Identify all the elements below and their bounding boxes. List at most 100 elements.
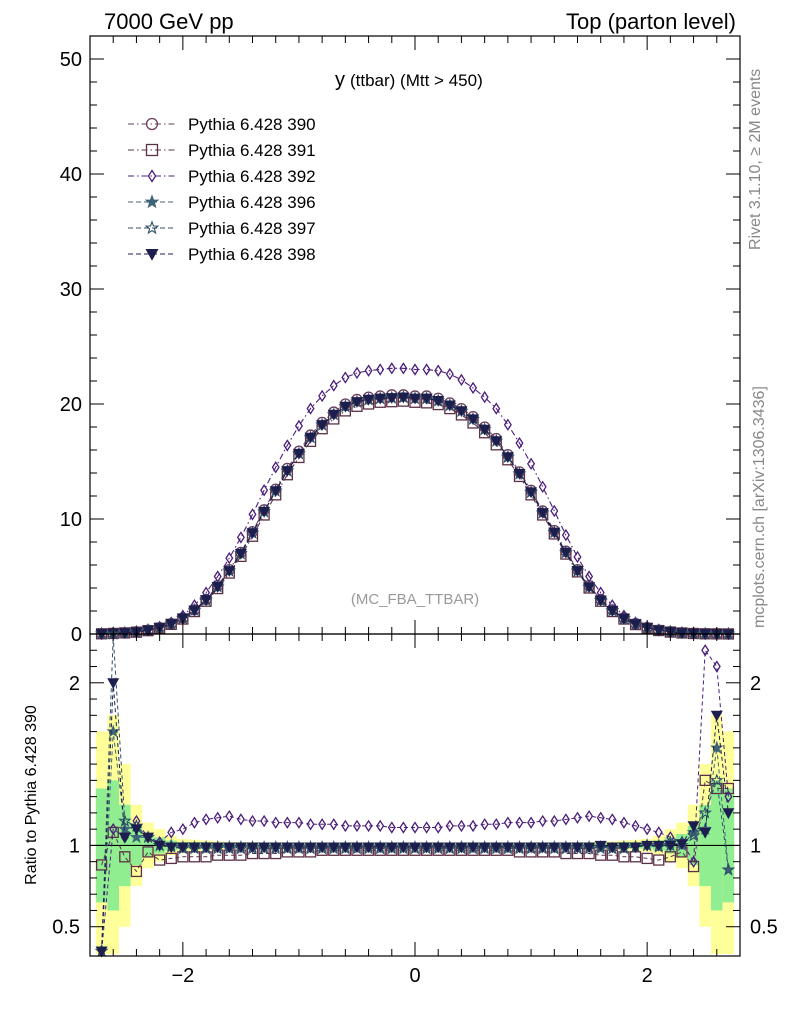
ratio-series-point [271,816,280,829]
legend-marker [147,169,157,183]
main-series-point [374,393,387,405]
ratio-series-point [188,842,201,854]
ratio-series-point [608,813,617,826]
ratio-series-point [165,852,177,865]
main-series-point [583,582,596,594]
ratio-series-point [399,821,408,834]
legend-marker [144,194,160,209]
ratio-series-point [443,842,456,854]
ratio-series [94,626,736,957]
ratio-series [97,644,733,958]
header-left-label: 7000 GeV pp [104,9,234,34]
main-series-point [327,409,340,421]
ratio-series-point [397,842,410,854]
ratio-series-point [374,842,387,854]
main-plot-title-text: (ttbar) (Mtt > 450) [350,71,483,90]
mcplots-side-label: mcplots.cern.ch [arXiv:1306.3436] [751,386,768,628]
ratio-series-point [167,826,176,839]
legend-marker [145,117,159,131]
x-tick-label: 0 [409,965,420,987]
main-series-point [188,605,201,617]
main-series-point [176,613,189,625]
watermark-label: (MC_FBA_TTBAR) [351,591,479,608]
ratio-series-point [434,821,443,834]
ratio-series-point [269,842,282,854]
ratio-series-point [548,842,561,854]
main-series-point [362,394,375,406]
ratio-series-point [594,840,607,852]
main-series-point [434,364,443,377]
ratio-series-point [653,854,665,866]
main-series-point [234,548,247,560]
x-tick-label: −2 [171,965,194,987]
header-right-label: Top (parton level) [566,9,736,34]
ratio-series-point [258,842,271,854]
main-series-point [306,402,315,415]
ratio-plot-panel: 0.5 0.5 1 1 2 2 −2 0 2 Ratio to Pythia 6.428 390 [23,36,778,987]
legend-entry-label: Pythia 6.428 397 [188,219,316,238]
ratio-series-point [352,819,361,833]
ratio-series-point [675,839,688,851]
ratio-series-point [699,827,712,839]
ratio-series-point [686,828,701,842]
ratio-series-point [583,842,596,854]
ratio-series-point [260,814,269,828]
ratio-series-point [385,842,398,854]
main-series-point [538,480,547,493]
main-series-point [492,402,501,415]
main-series-point [350,397,363,408]
legend-entry-label: Pythia 6.428 398 [188,245,316,264]
main-series-point [408,393,422,405]
ratio-series-point [420,842,433,854]
ratio-y-tick-label-right: 1 [750,835,761,857]
main-series-point [432,395,445,407]
ratio-series-point [654,826,663,839]
ratio-series-point [712,660,721,673]
ratio-series-point [234,842,247,854]
ratio-series-point [176,842,189,854]
ratio-series-point [687,860,700,873]
main-series-point [617,613,630,625]
main-series-point [513,468,526,480]
ratio-series-point [306,818,315,831]
ratio-series-point [142,846,154,858]
main-series-point [376,363,385,376]
ratio-series-point [478,842,491,854]
ratio-series-point [631,819,640,833]
ratio-y-tick-label-left: 0.5 [52,917,80,939]
main-y-tick-label: 0 [71,624,82,646]
ratio-series-point [573,811,582,824]
uncertainty-bands [95,715,735,954]
ratio-series-point [119,851,131,863]
ratio-series-line [101,648,729,952]
main-series-point [281,466,294,477]
ratio-series-point [469,819,478,833]
ratio-series-point [225,809,234,823]
main-series-point [445,367,454,381]
ratio-series-point [722,808,735,820]
ratio-series-point [515,816,524,829]
ratio-y-axis: 0.5 0.5 1 1 2 2 [52,649,778,939]
ratio-series-point [329,818,338,831]
ratio-series-point [387,821,396,834]
ratio-series-point [457,819,466,833]
ratio-series-point [294,816,303,829]
ratio-series-point [445,819,454,833]
ratio-series-point [130,824,143,836]
main-series-point [501,452,514,464]
main-series-point [142,625,155,637]
main-series-point [480,390,489,404]
main-series-point [629,619,642,631]
ratio-series-point [501,842,514,854]
main-series-point [352,366,361,380]
main-series-point [200,595,213,606]
ratio-series-point [619,816,628,829]
ratio-series-point [536,842,549,854]
legend-entry-label: Pythia 6.428 390 [188,115,316,134]
ratio-series-point [118,822,132,835]
main-series-point [248,508,257,521]
ratio-series-point [118,832,131,844]
ratio-series-point [341,819,350,833]
main-series-point [503,418,512,431]
